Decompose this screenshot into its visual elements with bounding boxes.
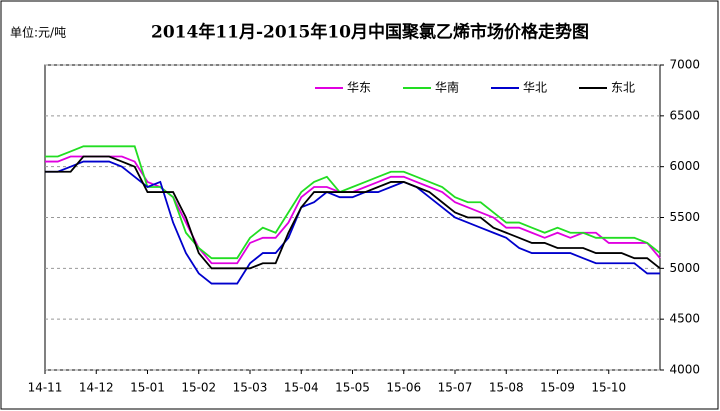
chart-title: 2014年11月-2015年10月中国聚氯乙烯市场价格走势图 xyxy=(151,22,589,43)
y-tick-label: 6000 xyxy=(669,159,700,173)
series-line xyxy=(45,160,660,285)
y-tick-label: 5000 xyxy=(669,261,700,275)
x-tick-label: 15-06 xyxy=(386,381,421,395)
x-tick-label: 15-09 xyxy=(540,381,575,395)
legend-label: 东北 xyxy=(611,81,635,95)
legend-label: 华东 xyxy=(347,81,371,95)
legend-label: 华南 xyxy=(435,80,459,95)
x-tick-label: 15-04 xyxy=(284,381,319,395)
x-tick-label: 15-03 xyxy=(233,381,268,395)
x-tick-label: 14-12 xyxy=(79,381,114,395)
y-tick-label: 4500 xyxy=(669,312,700,326)
y-tick-label: 6500 xyxy=(669,108,700,122)
x-tick-label: 14-11 xyxy=(28,381,63,395)
x-tick-label: 15-02 xyxy=(181,381,216,395)
y-tick-label: 7000 xyxy=(669,58,700,72)
x-tick-label: 15-10 xyxy=(591,381,626,395)
unit-label: 单位:元/吨 xyxy=(10,25,66,40)
y-tick-label: 4000 xyxy=(669,363,700,377)
legend-label: 华北 xyxy=(523,81,547,95)
x-tick-label: 15-07 xyxy=(438,381,473,395)
x-tick-label: 15-08 xyxy=(489,381,524,395)
series-line xyxy=(45,155,661,270)
x-tick-label: 15-01 xyxy=(130,381,165,395)
y-tick-label: 5500 xyxy=(669,210,700,224)
x-tick-label: 15-05 xyxy=(335,381,370,395)
